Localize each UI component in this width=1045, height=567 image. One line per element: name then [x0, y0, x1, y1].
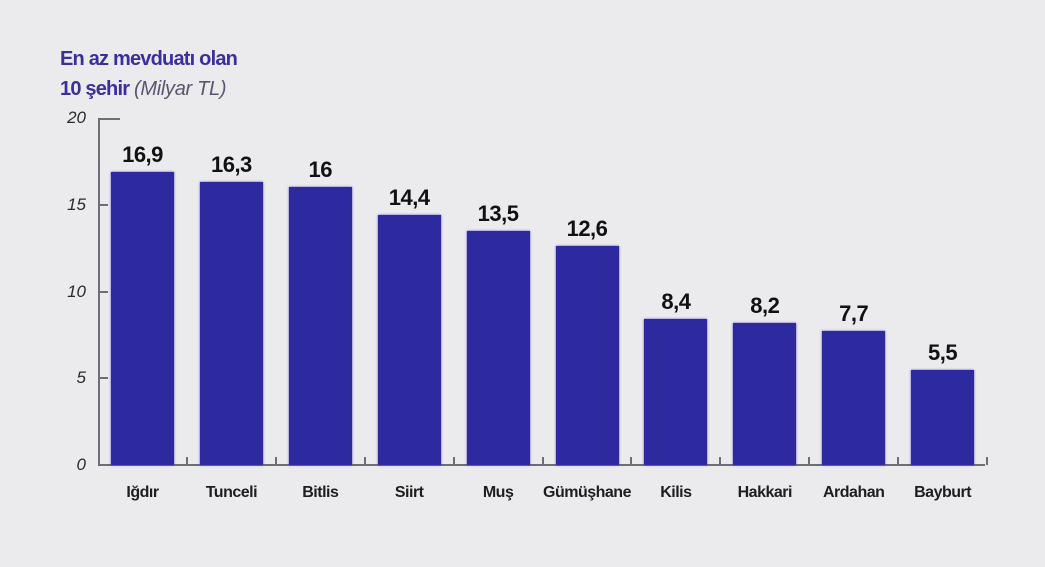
value-label: 16 [308, 157, 333, 183]
y-tick-label: 20 [67, 108, 86, 127]
category-label: Hakkari [737, 484, 793, 501]
category-label: Siirt [394, 484, 424, 501]
bar [911, 369, 975, 465]
category-label: Iğdır [126, 484, 159, 501]
chart-title: En az mevduatı olan 10 şehir (Milyar TL) [60, 44, 238, 104]
bar [644, 319, 708, 465]
unit-label: (Milyar TL) [133, 78, 227, 100]
title-line-2: 10 şehir (Milyar TL) [60, 78, 227, 100]
x-tick-mark [541, 457, 544, 465]
x-tick-mark [363, 457, 366, 465]
category-label: Bitlis [302, 484, 339, 501]
value-label: 13,5 [477, 200, 519, 226]
x-tick-mark [630, 457, 633, 465]
value-label: 8,2 [750, 292, 780, 318]
bar [822, 331, 886, 465]
category-label: Bayburt [914, 484, 972, 501]
y-tick-mark [98, 290, 108, 293]
category-label: Gümüşhane [543, 484, 631, 501]
value-label: 12,6 [566, 216, 608, 242]
y-tick-mark [98, 377, 108, 380]
category-label: Kilis [660, 484, 692, 501]
bar [555, 246, 619, 465]
bar [288, 187, 352, 465]
category-label: Ardahan [822, 484, 885, 501]
y-tick-label: 0 [76, 455, 86, 474]
y-axis-top-cap [98, 118, 120, 120]
value-label: 5,5 [928, 339, 958, 365]
title-line-1: En az mevduatı olan [60, 48, 238, 70]
y-tick-mark [98, 203, 108, 206]
x-tick-mark [897, 457, 900, 465]
x-tick-mark [274, 457, 277, 465]
y-tick-label: 5 [76, 368, 86, 388]
category-label: Muş [482, 484, 514, 501]
y-tick-label: 10 [67, 281, 86, 301]
x-tick-mark [808, 457, 811, 465]
y-tick-label: 15 [67, 194, 86, 214]
bar [199, 182, 263, 465]
x-tick-mark [185, 457, 188, 465]
bar [466, 230, 530, 465]
bar [377, 215, 441, 465]
x-tick-mark [452, 457, 455, 465]
value-label: 8,4 [661, 289, 691, 315]
x-axis [98, 464, 985, 466]
x-tick-mark [986, 457, 989, 465]
value-label: 7,7 [839, 301, 869, 327]
value-label: 16,3 [210, 152, 252, 178]
bar [733, 322, 797, 465]
x-tick-mark [719, 457, 722, 465]
bar [111, 171, 174, 465]
value-label: 16,9 [122, 141, 163, 167]
category-label: Tunceli [205, 484, 258, 501]
value-label: 14,4 [388, 185, 430, 211]
